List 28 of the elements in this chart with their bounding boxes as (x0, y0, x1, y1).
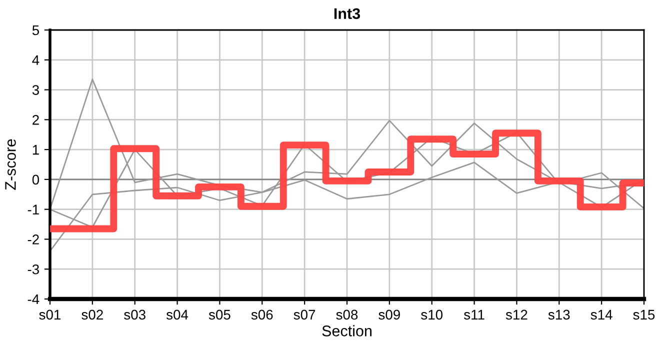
x-tick-label: s05 (208, 310, 230, 320)
x-tick-label: s13 (548, 310, 570, 320)
x-tick-label: s11 (464, 310, 484, 320)
y-tick-label: 1 (32, 145, 39, 155)
y-tick-label: -2 (28, 234, 39, 244)
y-tick-label: 3 (32, 85, 39, 95)
x-axis-title: Section (322, 325, 372, 336)
y-axis-title: Z-score (5, 139, 16, 190)
y-tick-label: -4 (28, 294, 40, 304)
chart-title: Int3 (334, 8, 360, 20)
x-tick-label: s08 (336, 310, 358, 320)
x-tick-label: s06 (251, 310, 273, 320)
x-tick-label: s12 (506, 310, 528, 320)
x-tick-label: s15 (633, 310, 655, 320)
x-tick-label: s09 (378, 310, 400, 320)
y-tick-label: 5 (32, 25, 39, 36)
y-tick-label: -3 (28, 264, 39, 274)
y-tick-label: 0 (32, 174, 40, 185)
x-tick-label: s02 (82, 310, 103, 320)
x-tick-label: s14 (590, 310, 612, 320)
x-tick-label: s04 (166, 310, 188, 320)
x-tick-label: s03 (124, 310, 146, 320)
y-tick-label: 2 (32, 115, 39, 125)
y-tick-label: -1 (28, 204, 39, 214)
y-tick-label: 4 (32, 55, 40, 65)
x-tick-label: s01 (39, 310, 61, 320)
x-tick-label: s07 (294, 310, 316, 320)
x-tick-label: s10 (421, 310, 443, 320)
